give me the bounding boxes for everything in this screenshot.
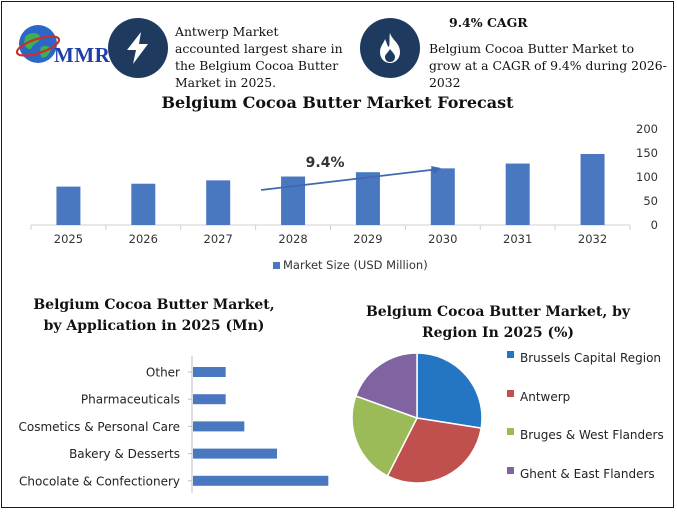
forecast-bar (281, 176, 306, 225)
application-label: Other (146, 366, 180, 380)
cagr-title: 9.4% CAGR (449, 15, 528, 30)
growth-arrow-line (260, 168, 435, 191)
y-tick-label: 200 (636, 122, 658, 136)
y-tick-label: 50 (643, 194, 658, 208)
application-chart-title: Belgium Cocoa Butter Market, by Applicat… (33, 297, 275, 334)
legend-label: Brussels Capital Region (520, 351, 662, 365)
legend-swatch (273, 262, 280, 269)
application-bar (193, 448, 277, 459)
pie-slice (386, 417, 483, 484)
logo: MMR (16, 18, 112, 74)
forecast-bar (430, 168, 455, 225)
forecast-bar (355, 172, 380, 225)
legend-label: Market Size (USD Million) (283, 258, 428, 272)
forecast-bar (206, 180, 231, 225)
pie-slice (416, 352, 483, 430)
application-bar (193, 367, 226, 377)
y-tick-label: 100 (636, 170, 658, 184)
forecast-chart: 2025 2026 2027 2028 2029 2030 2031 2032 0 50 100 15… (30, 122, 658, 272)
lightning-icon (127, 32, 148, 64)
x-tick-label: 2025 (54, 232, 83, 246)
y-tick-label: 150 (636, 146, 658, 160)
legend-item: Bruges & West Flanders (507, 428, 672, 467)
application-chart: Other Pharmaceuticals Cosmetics & Personal… (18, 356, 329, 493)
application-bar (193, 394, 226, 405)
application-label: Chocolate & Confectionery (19, 474, 180, 488)
globe-icon (16, 25, 60, 63)
legend-label: Antwerp (520, 389, 571, 404)
x-tick-label: 2029 (353, 232, 382, 246)
flame-icon (380, 33, 400, 63)
growth-arrow-head (430, 166, 441, 174)
x-tick-label: 2027 (204, 232, 233, 246)
legend-swatch (507, 389, 514, 397)
x-tick-label: 2028 (278, 232, 307, 246)
legend-swatch (507, 351, 514, 358)
forecast-bar (56, 186, 81, 225)
x-tick-label: 2030 (428, 232, 457, 246)
forecast-bar (131, 183, 156, 225)
logo-text: MMR (54, 43, 111, 67)
forecast-bar (505, 163, 530, 225)
application-label: Bakery & Desserts (69, 447, 180, 461)
x-tick-label: 2031 (503, 232, 532, 246)
legend-item: Ghent & East Flanders (507, 466, 672, 506)
highlight-1-text: Antwerp Market accounted largest share i… (175, 24, 343, 90)
y-tick-label: 0 (651, 218, 658, 232)
x-tick-label: 2026 (129, 232, 158, 246)
pie-slice (354, 352, 418, 420)
legend-swatch (507, 428, 514, 435)
forecast-bar (580, 153, 605, 225)
region-legend: Brussels Capital Region Antwerp Bruges & W… (507, 351, 672, 505)
highlight-2-text: Belgium Cocoa Butter Market to grow at a… (429, 41, 667, 90)
legend-item: Antwerp (507, 389, 672, 429)
flame-badge (360, 18, 420, 78)
region-pie-chart (351, 352, 483, 484)
application-label: Pharmaceuticals (81, 393, 180, 407)
pie-slice (351, 395, 419, 477)
legend-item: Brussels Capital Region (507, 351, 672, 390)
legend-label: Bruges & West Flanders (520, 428, 664, 442)
application-label: Cosmetics & Personal Care (18, 420, 180, 434)
growth-label: 9.4% (306, 155, 345, 171)
region-chart-title: Belgium Cocoa Butter Market, by Region I… (365, 304, 631, 341)
application-bar (193, 475, 329, 486)
lightning-badge (108, 18, 168, 78)
forecast-chart-title: Belgium Cocoa Butter Market Forecast (161, 93, 514, 112)
application-bar (193, 421, 245, 432)
x-tick-label: 2032 (578, 232, 607, 246)
legend-label: Ghent & East Flanders (520, 466, 655, 481)
legend-swatch (507, 466, 514, 474)
